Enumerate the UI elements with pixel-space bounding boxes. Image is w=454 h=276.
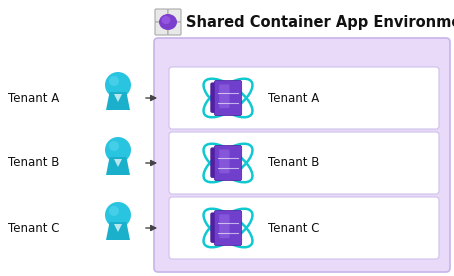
FancyBboxPatch shape bbox=[169, 197, 439, 259]
Circle shape bbox=[105, 137, 131, 163]
Ellipse shape bbox=[159, 14, 177, 30]
Circle shape bbox=[224, 106, 232, 114]
Text: Shared Container App Environment: Shared Container App Environment bbox=[186, 15, 454, 30]
Circle shape bbox=[109, 141, 119, 151]
Text: Tenant A: Tenant A bbox=[8, 92, 59, 105]
Text: Tenant B: Tenant B bbox=[268, 156, 319, 169]
Circle shape bbox=[109, 76, 119, 86]
FancyBboxPatch shape bbox=[169, 67, 439, 129]
FancyBboxPatch shape bbox=[214, 80, 242, 116]
FancyBboxPatch shape bbox=[210, 147, 227, 178]
FancyBboxPatch shape bbox=[214, 145, 242, 181]
Circle shape bbox=[224, 212, 232, 220]
Circle shape bbox=[105, 202, 131, 228]
Circle shape bbox=[224, 236, 232, 244]
Polygon shape bbox=[106, 157, 130, 175]
Polygon shape bbox=[106, 92, 130, 110]
Text: Tenant B: Tenant B bbox=[8, 156, 59, 169]
Circle shape bbox=[224, 82, 232, 90]
FancyBboxPatch shape bbox=[219, 84, 229, 108]
Polygon shape bbox=[114, 159, 122, 167]
Text: Tenant A: Tenant A bbox=[268, 92, 319, 105]
FancyBboxPatch shape bbox=[168, 22, 181, 35]
FancyBboxPatch shape bbox=[210, 213, 227, 243]
FancyBboxPatch shape bbox=[168, 9, 181, 22]
Text: Tenant C: Tenant C bbox=[8, 222, 59, 235]
FancyBboxPatch shape bbox=[155, 22, 168, 35]
Text: Tenant C: Tenant C bbox=[268, 222, 320, 235]
Ellipse shape bbox=[162, 16, 171, 24]
Circle shape bbox=[224, 171, 232, 179]
FancyBboxPatch shape bbox=[154, 38, 450, 272]
Polygon shape bbox=[114, 224, 122, 232]
Polygon shape bbox=[106, 222, 130, 240]
FancyBboxPatch shape bbox=[219, 149, 229, 173]
FancyBboxPatch shape bbox=[219, 214, 229, 238]
Circle shape bbox=[224, 147, 232, 155]
FancyBboxPatch shape bbox=[169, 132, 439, 194]
FancyBboxPatch shape bbox=[155, 9, 168, 22]
FancyBboxPatch shape bbox=[214, 210, 242, 246]
Circle shape bbox=[109, 206, 119, 216]
FancyBboxPatch shape bbox=[210, 83, 227, 113]
Circle shape bbox=[105, 72, 131, 98]
Polygon shape bbox=[114, 94, 122, 102]
